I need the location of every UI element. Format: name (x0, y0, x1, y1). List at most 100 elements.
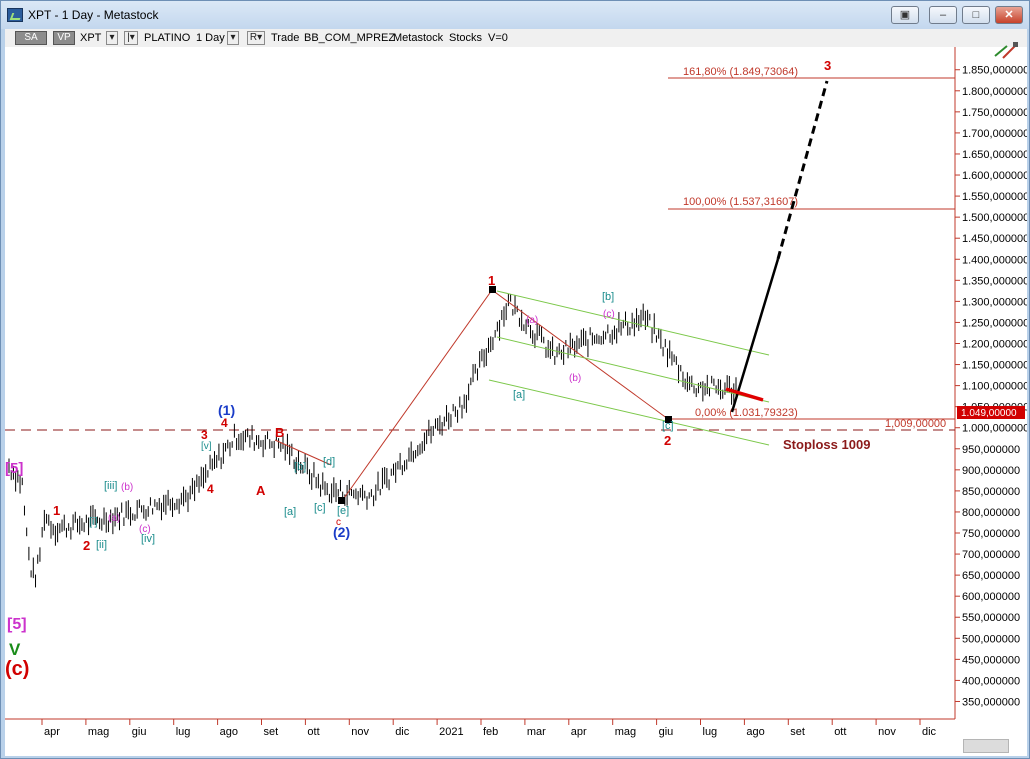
x-axis: apr mag giu lug ago set ott nov dic 2021 feb mar apr… (41, 719, 937, 738)
trend-tool-icon[interactable] (993, 40, 1021, 60)
y-tick-label: 750,000000 (962, 528, 1020, 540)
x-tick-label: lug (703, 726, 718, 738)
source-label: Metastock (393, 32, 444, 44)
type-label: Stocks (449, 32, 483, 44)
wave-paren-1-label: (1) (218, 402, 235, 418)
x-tick-label: set (790, 726, 805, 738)
wave-a-label: A (256, 483, 266, 498)
label-b-sq-top: [b] (602, 291, 614, 303)
minimize-button[interactable]: – (929, 6, 957, 24)
trade-label[interactable]: Trade (271, 32, 300, 44)
label-5-bottom: [5] (7, 616, 27, 633)
price-chart[interactable]: 1.850,000000 1.800,000000 1.750,000000 1.70… (5, 47, 1029, 756)
label-c-big: (c) (5, 658, 29, 680)
restore-icon-button[interactable]: ▣ (891, 6, 919, 24)
x-tick-label: set (264, 726, 279, 738)
x-tick-label: mag (615, 726, 636, 738)
y-tick-label: 1.400,000000 (962, 254, 1027, 266)
x-tick-label: apr (44, 726, 60, 738)
y-tick-label: 1.500,000000 (962, 212, 1027, 224)
label-v-green: V (9, 640, 21, 659)
x-tick-label: apr (571, 726, 587, 738)
y-tick-label: 650,000000 (962, 570, 1020, 582)
last-price-text: 1.049,00000 (961, 408, 1017, 419)
y-tick-label: 1.300,000000 (962, 296, 1027, 308)
channel-lower (488, 379, 770, 446)
security-name: PLATINO (144, 32, 191, 44)
y-tick-label: 1.650,000000 (962, 149, 1027, 161)
maximize-button[interactable]: □ (962, 6, 990, 24)
y-tick-label: 1.150,000000 (962, 360, 1027, 372)
x-tick-label: ago (746, 726, 764, 738)
y-tick-label: 900,000000 (962, 465, 1020, 477)
sa-button[interactable]: SA (15, 31, 47, 45)
pivot-marker-3 (665, 416, 672, 423)
y-tick-label: 400,000000 (962, 675, 1020, 687)
channel-mid (496, 336, 770, 403)
fib-100-label: 100,00% (1.537,31607) (683, 196, 798, 208)
y-tick-label: 500,000000 (962, 633, 1020, 645)
x-tick-label: nov (351, 726, 369, 738)
channel-upper (496, 290, 770, 356)
label-b-par-left: (b) (121, 482, 133, 493)
interval-dropdown-icon[interactable]: |▾ (124, 31, 138, 45)
wave-5-mark: 4 (221, 416, 228, 430)
window-title: XPT - 1 Day - Metastock (28, 8, 159, 22)
wave-3-label: 3 (824, 58, 831, 73)
y-tick-label: 1.250,000000 (962, 317, 1027, 329)
wave-2-bottom-label: 2 (664, 433, 671, 448)
y-tick-label: 850,000000 (962, 486, 1020, 498)
label-b-sq-mid: [b] (294, 461, 306, 473)
y-tick-label: 950,000000 (962, 444, 1020, 456)
wave-1-left-label: 1 (53, 503, 60, 518)
y-tick-label: 1.850,000000 (962, 65, 1027, 77)
wave-paren-2-label: (2) (333, 524, 350, 540)
x-tick-label: dic (922, 726, 937, 738)
r-dropdown-icon[interactable]: R▾ (247, 31, 265, 45)
title-bar[interactable]: XPT - 1 Day - Metastock ▣ – □ ✕ (1, 1, 1029, 29)
horizontal-scrollbar[interactable] (963, 739, 1009, 753)
period-dropdown-icon[interactable]: ▾ (227, 31, 239, 45)
y-tick-label: 800,000000 (962, 507, 1020, 519)
label-iii-sq: [iii] (104, 480, 117, 492)
label-a-sq-left: [a] (284, 506, 296, 518)
vp-button[interactable]: VP (53, 31, 75, 45)
close-button[interactable]: ✕ (995, 6, 1023, 24)
wave-2-left-label: 2 (83, 538, 90, 553)
label-b-par-mid: (b) (569, 373, 581, 384)
y-tick-label: 1.100,000000 (962, 381, 1027, 393)
projection-solid-line (730, 258, 780, 413)
label-v-sq: [v] (201, 441, 212, 452)
y-tick-label: 1.700,000000 (962, 128, 1027, 140)
label-c-sq-right: [c] (662, 420, 674, 432)
symbol-label: XPT (80, 32, 102, 44)
x-tick-label: giu (132, 726, 147, 738)
y-tick-label: 700,000000 (962, 549, 1020, 561)
x-tick-label: ago (220, 726, 238, 738)
wave-b-label: B (275, 425, 284, 440)
x-tick-label: giu (659, 726, 674, 738)
y-tick-label: 1.550,000000 (962, 191, 1027, 203)
chart-canvas[interactable]: 1.850,000000 1.800,000000 1.750,000000 1.70… (5, 47, 1029, 756)
wave-1-top-label: 1 (488, 273, 495, 288)
label-e-sq: [e] (337, 505, 349, 517)
fib-161-label: 161,80% (1.849,73064) (683, 66, 798, 78)
label-c-par-left: (c) (139, 524, 151, 535)
metastock-app-icon (7, 8, 23, 22)
x-tick-label: 2021 (439, 726, 463, 738)
y-tick-label: 1.600,000000 (962, 170, 1027, 182)
label-a-par-top: (a) (526, 315, 538, 326)
symbol-dropdown-icon[interactable]: ▾ (106, 31, 118, 45)
x-tick-label: nov (878, 726, 896, 738)
x-tick-label: dic (395, 726, 410, 738)
breakout-red-line (725, 387, 764, 402)
label-ii-sq: [ii] (96, 539, 107, 551)
period-label: 1 Day (196, 32, 225, 44)
label-c-sq-left: [c] (314, 502, 326, 514)
wave-3-small-label: 3 (201, 428, 208, 442)
label-5-top: [5] (5, 460, 23, 477)
last-price-badge (957, 406, 1025, 419)
label-a-par-left: (a) (108, 513, 120, 524)
y-tick-label: 1.800,000000 (962, 86, 1027, 98)
